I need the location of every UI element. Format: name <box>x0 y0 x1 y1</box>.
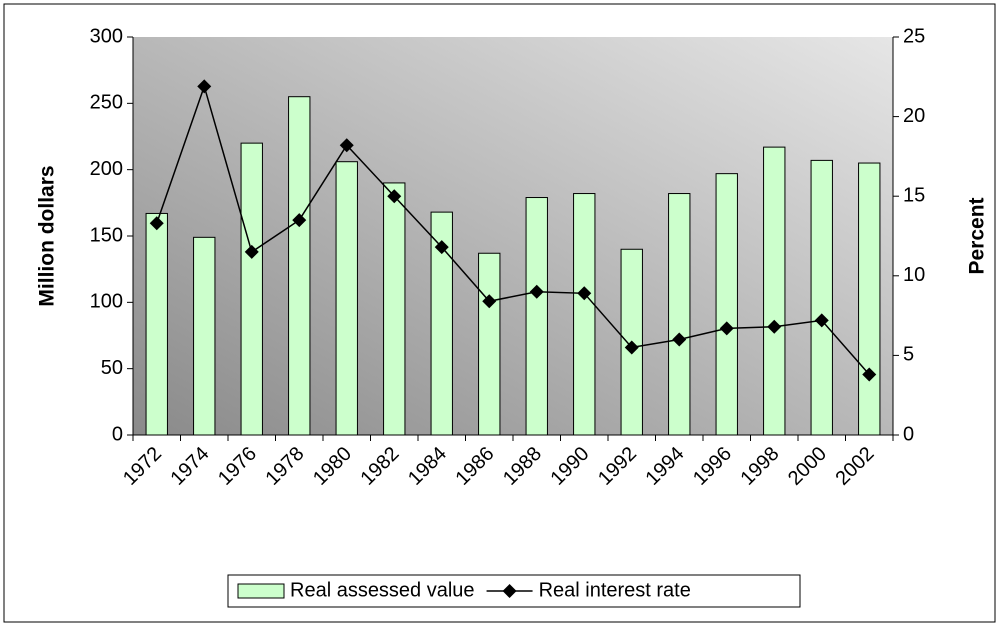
y-tick-label: 150 <box>90 224 123 246</box>
line-marker <box>149 216 164 231</box>
line <box>156 83 870 375</box>
y-tick-label: 200 <box>90 158 123 180</box>
y-tick-label: 0 <box>112 423 123 445</box>
bar <box>383 182 406 436</box>
y-tick-label: 250 <box>90 92 123 114</box>
line-marker <box>197 79 212 94</box>
y-tick-label: 100 <box>90 291 123 313</box>
line-marker <box>672 332 687 347</box>
line-marker <box>434 240 449 255</box>
y2-tick-label: 5 <box>903 344 914 366</box>
line-marker <box>577 286 592 301</box>
line-marker <box>862 367 877 382</box>
legend-label: Real interest rate <box>539 579 691 601</box>
line-marker <box>387 189 402 204</box>
bar <box>335 161 358 436</box>
bar <box>240 142 263 436</box>
bar <box>810 159 833 436</box>
line-marker <box>482 294 497 309</box>
line-marker <box>814 313 829 328</box>
y2-tick-label: 10 <box>903 264 925 286</box>
bar <box>288 96 311 436</box>
legend-swatch <box>237 583 285 599</box>
line-marker <box>339 138 354 153</box>
y-axis-title: Million dollars <box>36 165 59 306</box>
line-marker <box>719 321 734 336</box>
bar <box>763 146 786 436</box>
y-tick-label: 300 <box>90 25 123 47</box>
bar <box>668 193 691 436</box>
y2-tick-label: 20 <box>903 105 925 127</box>
bar <box>525 197 548 436</box>
y2-tick-label: 25 <box>903 25 925 47</box>
bar <box>858 162 881 436</box>
y2-tick-label: 0 <box>903 423 914 445</box>
y2-tick-label: 15 <box>903 184 925 206</box>
line-marker <box>529 284 544 299</box>
line-marker <box>624 340 639 355</box>
bar <box>145 212 168 436</box>
y-tick-label: 50 <box>101 357 123 379</box>
line-marker <box>767 319 782 334</box>
line-marker <box>292 213 307 228</box>
bar <box>478 252 501 436</box>
bar <box>193 236 216 436</box>
legend-marker <box>502 584 517 598</box>
line-marker <box>244 244 259 259</box>
legend-label: Real assessed value <box>290 579 475 601</box>
bar <box>573 193 596 436</box>
bar <box>430 211 453 436</box>
bar <box>715 173 738 436</box>
y2-axis-title: Percent <box>966 197 989 274</box>
